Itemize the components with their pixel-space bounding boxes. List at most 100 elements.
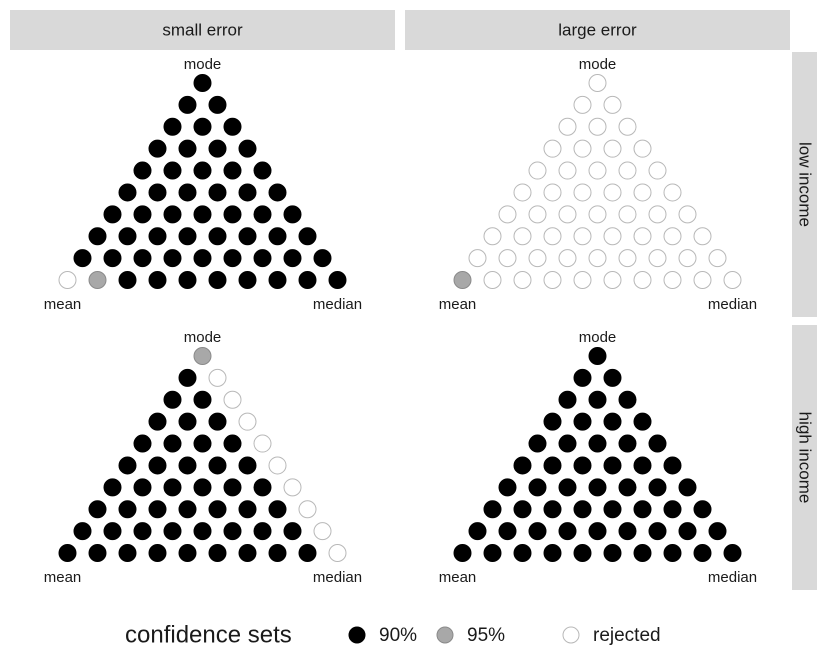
dot — [618, 117, 637, 136]
dot — [618, 434, 637, 453]
dot — [178, 183, 197, 202]
dot — [178, 139, 197, 158]
dot — [253, 434, 272, 453]
dot — [633, 456, 652, 475]
dot — [588, 434, 607, 453]
dot — [633, 227, 652, 246]
dot — [253, 161, 272, 180]
dot — [148, 456, 167, 475]
dot — [193, 74, 212, 92]
dot — [483, 271, 502, 289]
dot — [603, 368, 622, 387]
legend-key — [562, 626, 580, 644]
dot — [558, 390, 577, 409]
dot — [558, 434, 577, 453]
dot — [588, 74, 607, 92]
dot — [558, 205, 577, 224]
dot — [603, 271, 622, 289]
strip — [405, 10, 790, 50]
dot — [268, 456, 287, 475]
dot — [178, 412, 197, 431]
dot — [543, 139, 562, 158]
dot — [148, 412, 167, 431]
dot — [238, 271, 257, 289]
dot — [208, 544, 227, 562]
dot — [88, 500, 107, 519]
dot — [58, 544, 77, 562]
dot — [133, 161, 152, 180]
dot — [253, 205, 272, 224]
dot — [163, 117, 182, 136]
dot — [103, 205, 122, 224]
dot — [678, 205, 697, 224]
dot — [558, 117, 577, 136]
dot — [633, 412, 652, 431]
dot — [148, 183, 167, 202]
dot — [453, 544, 472, 562]
dot — [208, 412, 227, 431]
dot — [468, 522, 487, 541]
dot — [238, 544, 257, 562]
dot — [543, 271, 562, 289]
dot — [298, 544, 317, 562]
dot — [528, 161, 547, 180]
dot — [223, 205, 242, 224]
strip — [792, 325, 817, 590]
dot — [603, 412, 622, 431]
dot — [268, 500, 287, 519]
dot — [208, 227, 227, 246]
dot — [178, 271, 197, 289]
dot — [723, 271, 742, 289]
dot — [118, 183, 137, 202]
dot — [483, 227, 502, 246]
legend-key — [348, 626, 366, 644]
dot — [603, 500, 622, 519]
dot — [238, 412, 257, 431]
dot — [723, 544, 742, 562]
dot — [118, 500, 137, 519]
dot — [588, 478, 607, 497]
dot — [573, 544, 592, 562]
dot — [208, 456, 227, 475]
dot — [58, 271, 77, 289]
dot — [618, 161, 637, 180]
dot — [558, 522, 577, 541]
dot — [693, 271, 712, 289]
dot — [208, 271, 227, 289]
dot — [133, 434, 152, 453]
dot — [678, 478, 697, 497]
vertex-label: median — [313, 569, 362, 586]
dot — [588, 117, 607, 136]
dot — [178, 95, 197, 114]
dot — [618, 522, 637, 541]
dot — [193, 390, 212, 409]
vertex-label: mode — [184, 56, 222, 73]
dot — [238, 227, 257, 246]
dot — [268, 183, 287, 202]
dot — [513, 544, 532, 562]
dot — [573, 368, 592, 387]
legend-label: 95% — [467, 625, 505, 646]
dot — [133, 249, 152, 268]
dot — [648, 205, 667, 224]
dot — [603, 183, 622, 202]
dot — [573, 139, 592, 158]
dot — [163, 478, 182, 497]
dot — [648, 522, 667, 541]
dot — [603, 95, 622, 114]
dot — [483, 544, 502, 562]
dot — [558, 161, 577, 180]
dot — [573, 456, 592, 475]
dot — [163, 434, 182, 453]
legend-label: rejected — [593, 625, 661, 646]
dot — [163, 522, 182, 541]
dot — [618, 205, 637, 224]
dot — [163, 205, 182, 224]
dot — [178, 544, 197, 562]
dot — [148, 271, 167, 289]
dot — [663, 500, 682, 519]
dot — [133, 205, 152, 224]
dot — [193, 161, 212, 180]
dot — [633, 500, 652, 519]
